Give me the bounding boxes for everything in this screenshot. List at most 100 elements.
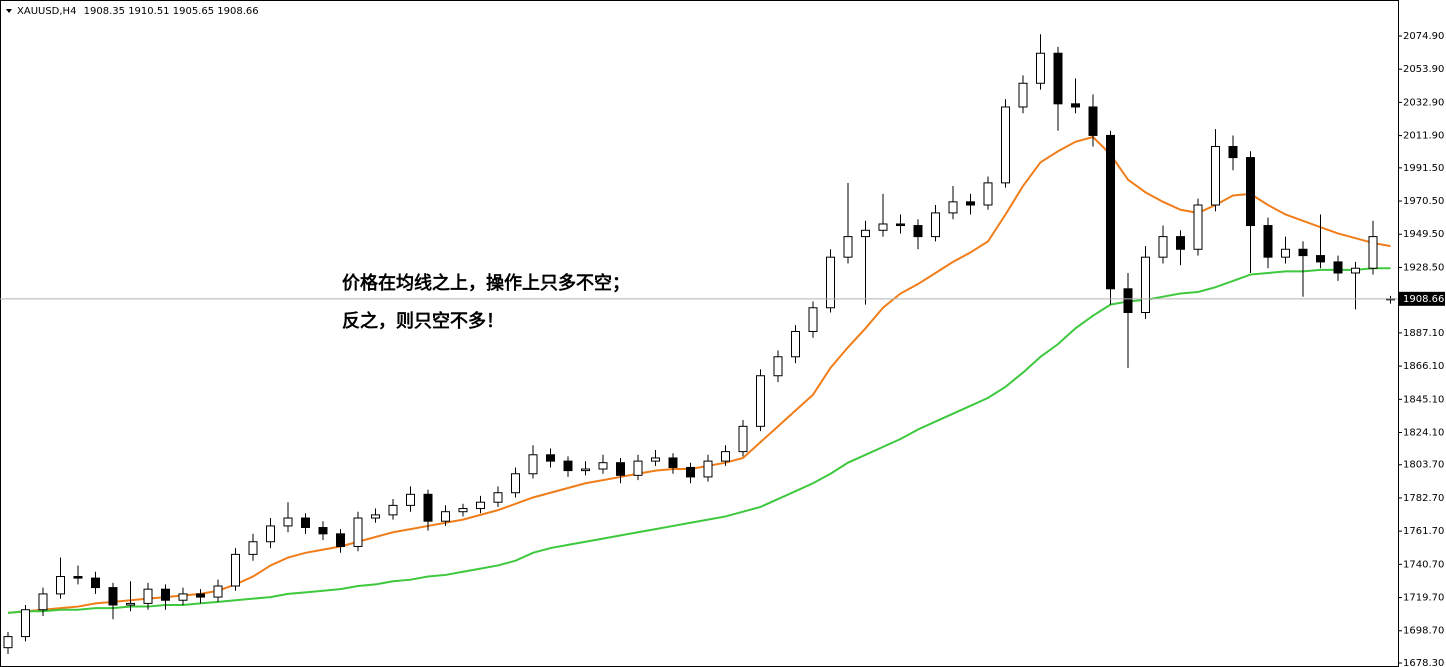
y-tick-label: 1740.70 [1403, 559, 1444, 570]
candle-body [213, 585, 223, 598]
candle-body [1036, 52, 1045, 84]
candle-body [581, 468, 590, 472]
y-tick-label: 2074.90 [1403, 31, 1444, 42]
plot-frame [0, 0, 1399, 667]
candle-body [773, 356, 783, 377]
y-tick-label: 1719.70 [1403, 593, 1444, 604]
candle-body [633, 460, 643, 476]
symbol: XAUUSD,H4 [17, 6, 76, 17]
candle-body [1088, 106, 1098, 136]
candle-body [913, 225, 923, 238]
candle-body [616, 462, 625, 476]
candle-body [878, 223, 888, 231]
moving-average [7, 267, 1391, 614]
candle-body [458, 508, 468, 513]
y-tick-label: 1928.50 [1403, 262, 1444, 273]
candle-body [1071, 103, 1080, 108]
candle-body [756, 375, 765, 427]
candle-body [126, 602, 135, 606]
candle-body [931, 212, 940, 238]
candle-body [1246, 157, 1255, 227]
candle-body [266, 525, 275, 543]
candle-body [651, 457, 660, 462]
candle-body [1158, 236, 1168, 258]
candle-body [1053, 52, 1063, 105]
candle-body [38, 593, 48, 611]
candle-body [563, 460, 573, 472]
candle-body [91, 577, 100, 589]
annotation: 价格在均线之上，操作上只多不空； [342, 272, 630, 294]
candle-body [161, 588, 170, 601]
annotation: 反之，则只空不多！ [342, 310, 504, 332]
y-tick-label: 1824.10 [1403, 427, 1444, 438]
candle-body [966, 201, 975, 206]
candle-body [983, 182, 993, 206]
menu-arrow[interactable] [6, 9, 12, 13]
candle-body [56, 576, 65, 595]
y-tick-label: 1949.50 [1403, 229, 1444, 240]
y-tick-label: 1991.50 [1403, 163, 1444, 174]
candle-body [896, 223, 905, 227]
candle-body [826, 256, 835, 309]
candle-body [1281, 248, 1290, 258]
candle-body [73, 576, 83, 579]
candle-body [1298, 248, 1308, 257]
candle-body [528, 454, 538, 475]
y-tick-label: 1970.50 [1403, 196, 1444, 207]
high: 1910.51 [128, 6, 169, 17]
candle-body [21, 609, 30, 638]
candle-body [1018, 82, 1028, 108]
y-tick-label: 1803.70 [1403, 460, 1444, 471]
price-tag [1399, 291, 1445, 306]
y-tick-label: 1845.10 [1403, 394, 1444, 405]
candle-body [511, 473, 520, 494]
candle-body [738, 425, 748, 453]
y-tick-label: 2011.90 [1403, 131, 1444, 142]
candle-body [1193, 204, 1203, 250]
candle-body [1123, 288, 1133, 314]
candle-body [1368, 236, 1378, 269]
candle-body [178, 593, 188, 601]
candle-body [493, 492, 503, 503]
candle-body [1333, 261, 1343, 274]
candle-body [283, 517, 293, 527]
candle-body [108, 587, 118, 606]
candle-body [808, 307, 818, 332]
y-tick-label: 1678.30 [1403, 658, 1444, 667]
candle-body [861, 229, 870, 238]
candle-body [1211, 146, 1220, 206]
candle-body [721, 451, 730, 462]
candle-body [1001, 106, 1010, 184]
y-tick-label: 1887.10 [1403, 328, 1444, 339]
y-tick-label: 2053.90 [1403, 64, 1444, 75]
candle-body [1316, 255, 1325, 263]
candle-body [406, 493, 415, 506]
y-tick-label: 1698.70 [1403, 626, 1444, 637]
candle-body [791, 330, 800, 358]
y-tick-label: 1866.10 [1403, 361, 1444, 372]
y-tick-label: 1761.70 [1403, 526, 1444, 537]
candle-body [1106, 134, 1115, 290]
candle-body [336, 533, 345, 547]
candle-body [703, 460, 713, 478]
candle-body [143, 588, 153, 604]
candle-body [843, 236, 853, 258]
candle-body [476, 501, 485, 510]
candle-body [353, 517, 363, 547]
y-tick-label: 1782.70 [1403, 493, 1444, 504]
candle-body [441, 511, 450, 522]
candle-body [546, 454, 555, 462]
candle-body [948, 201, 958, 214]
candle-body [668, 457, 678, 468]
candle-body [371, 514, 380, 519]
open: 1908.35 [84, 6, 125, 17]
price-label: 1908.66 [1403, 294, 1444, 305]
candle-body [301, 517, 310, 529]
candle-body [1228, 146, 1238, 159]
low: 1905.65 [173, 6, 214, 17]
candle-body [1351, 267, 1360, 274]
close: 1908.66 [217, 6, 258, 17]
candle-body [1141, 256, 1150, 314]
